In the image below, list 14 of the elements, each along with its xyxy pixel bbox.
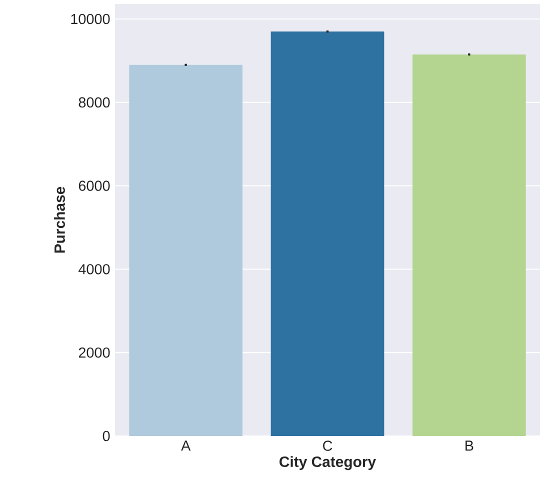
x-tick-label: B [466,440,474,451]
y-tick-label: 2000 [78,347,110,358]
x-tick-label: C [323,440,332,451]
y-tick-label: 4000 [78,264,110,274]
bar [412,54,526,436]
bar [270,32,384,436]
x-axis-title: City Category [280,456,376,470]
y-tick-label: 6000 [78,180,110,191]
y-axis-title: Purchase [54,186,65,253]
bar [129,64,242,436]
x-tick-label: A [181,440,191,451]
y-tick-label: 10000 [71,14,110,24]
y-tick-label: 8000 [78,97,110,108]
y-tick-label: 0 [102,430,110,442]
